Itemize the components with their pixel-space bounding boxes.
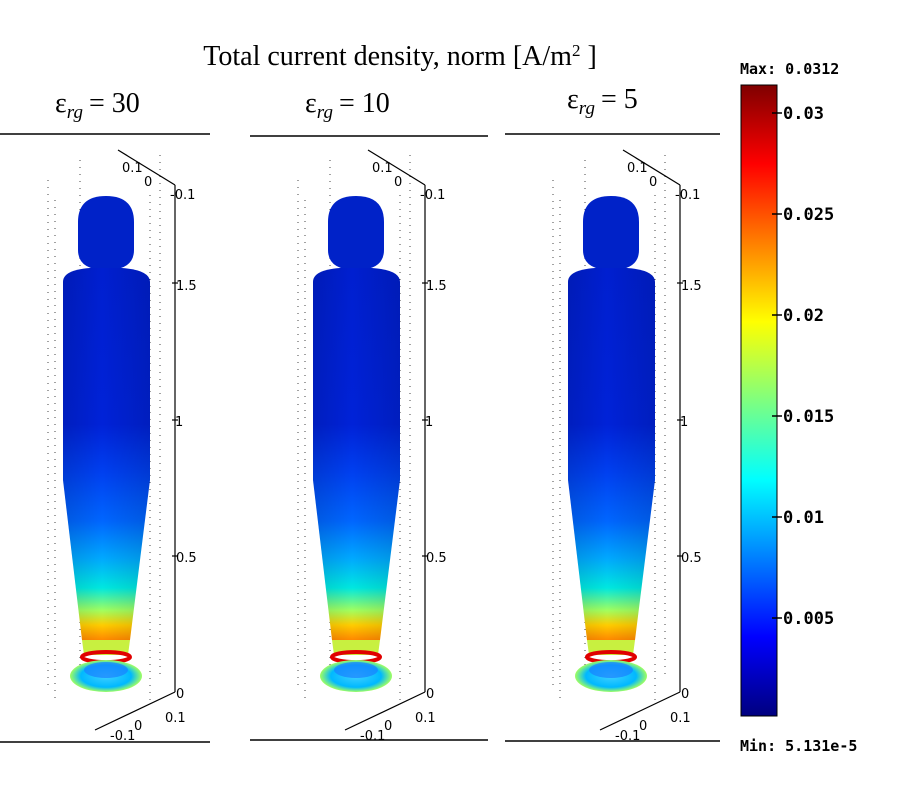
- colorbar-tick: 0.025: [783, 205, 834, 225]
- x-tick: 0.1: [670, 711, 691, 726]
- z-tick: 0: [681, 687, 689, 702]
- colorbar-gradient: [740, 84, 778, 717]
- x-tick: 0: [384, 719, 392, 734]
- z-tick: 0.5: [176, 551, 197, 566]
- panel-2: εrg = 10 1.5 1 0.5 0 -0.1 0.1 0 0.1 0 -0.…: [250, 88, 488, 744]
- x-tick: 0: [639, 719, 647, 734]
- y-tick: 0.1: [122, 161, 143, 176]
- z-tick: -0.1: [675, 188, 700, 203]
- y-tick: 0.1: [627, 161, 648, 176]
- panel-label: εrg = 30: [55, 88, 140, 123]
- x-tick: -0.1: [360, 729, 385, 744]
- y-tick: 0: [144, 175, 152, 190]
- z-tick: 1: [680, 415, 688, 430]
- colorbar-tick: 0.005: [783, 609, 834, 629]
- colorbar-min-label: Min: 5.131e-5: [740, 737, 857, 755]
- x-tick: 0: [134, 719, 142, 734]
- y-tick: 0: [394, 175, 402, 190]
- z-tick: 0: [426, 687, 434, 702]
- z-tick: 0: [176, 687, 184, 702]
- x-tick: 0.1: [165, 711, 186, 726]
- z-tick: 1.5: [681, 279, 702, 294]
- z-tick: -0.1: [170, 188, 195, 203]
- colorbar-max-label: Max: 0.0312: [740, 60, 839, 78]
- z-tick: 0.5: [681, 551, 702, 566]
- colorbar-tick: 0.03: [783, 104, 824, 124]
- z-tick: 1.5: [176, 279, 197, 294]
- panel-1: εrg = 30 1.5 1 0.5 0 -0.1 0.1 0 0.1 0 -0.…: [0, 88, 210, 744]
- z-tick: 0.5: [426, 551, 447, 566]
- x-tick: -0.1: [615, 729, 640, 744]
- z-tick: 1: [175, 415, 183, 430]
- z-tick: -0.1: [420, 188, 445, 203]
- z-tick: 1: [425, 415, 433, 430]
- colorbar-tick: 0.01: [783, 508, 824, 528]
- panel-3: εrg = 5 1.5 1 0.5 0 -0.1 0.1 0 0.1 0 -0.1: [505, 84, 720, 744]
- colorbar-tick: 0.02: [783, 306, 824, 326]
- x-tick: -0.1: [110, 729, 135, 744]
- colorbar-tick: 0.015: [783, 407, 834, 427]
- z-tick: 1.5: [426, 279, 447, 294]
- y-tick: 0.1: [372, 161, 393, 176]
- x-tick: 0.1: [415, 711, 436, 726]
- colorbar: Max: 0.0312 0.03 0.025 0.02 0.015 0.01 0…: [740, 60, 857, 755]
- figure-title: Total current density, norm [A/m2 ]: [203, 41, 597, 72]
- y-tick: 0: [649, 175, 657, 190]
- panel-label: εrg = 5: [567, 84, 638, 119]
- panel-label: εrg = 10: [305, 88, 390, 123]
